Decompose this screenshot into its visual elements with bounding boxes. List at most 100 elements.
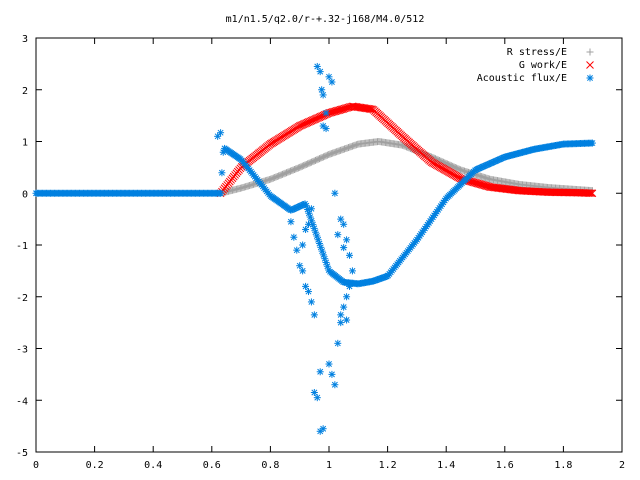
data-point [316,112,325,121]
data-point [310,311,318,319]
data-point [321,255,329,263]
data-point [314,113,323,122]
data-point [588,139,596,147]
data-point [318,112,326,120]
data-point [346,282,354,290]
series-layer [32,62,597,435]
data-point [325,360,333,368]
y-tick-label: -1 [16,241,28,252]
x-tick-label: 0.8 [261,460,279,471]
data-point [587,189,595,198]
data-point [304,220,312,228]
data-point [301,119,309,128]
data-point [319,91,327,99]
data-point [298,120,307,129]
data-point [340,303,348,311]
data-point [346,251,354,259]
data-point [322,125,330,133]
data-point [337,311,345,319]
y-tick-label: -2 [16,293,28,304]
legend-label: G work/E [519,60,567,71]
data-point [309,116,317,125]
data-point [322,109,330,117]
data-point [302,282,310,290]
data-point [348,267,356,275]
x-tick-label: 0.4 [144,460,162,471]
data-point [217,129,225,137]
series-2 [32,62,596,435]
data-point [340,244,348,252]
data-point [337,215,345,223]
data-point [343,293,351,301]
data-point [585,189,594,198]
data-point [303,118,312,127]
data-point [218,169,226,177]
data-point [343,236,351,244]
data-point [340,220,348,228]
data-point [302,225,310,233]
data-point [337,319,345,327]
data-point [304,288,312,296]
data-point [293,246,301,254]
x-tick-label: 2 [619,460,625,471]
legend-marker [586,48,594,56]
x-tick-label: 1.4 [437,460,455,471]
data-point [313,62,321,70]
data-point [302,119,311,127]
x-tick-label: 0.6 [203,460,221,471]
legend-marker [586,61,594,69]
x-tick-label: 0 [33,460,39,471]
data-point [305,118,313,126]
data-point [299,120,308,129]
data-point [217,189,225,197]
data-point [296,262,304,270]
x-tick-label: 1 [326,460,332,471]
y-tick-label: 2 [22,86,28,97]
data-point [299,241,307,249]
x-tick-label: 1.2 [379,460,397,471]
data-point [319,425,327,433]
data-point [328,370,336,378]
data-point [311,115,320,123]
x-tick-label: 1.8 [554,460,572,471]
data-point [313,394,321,402]
plot-frame [35,37,623,453]
data-point [299,267,307,275]
data-point [307,205,315,213]
data-point [315,113,324,122]
data-point [297,121,305,130]
data-point [367,105,375,113]
data-point [295,122,304,130]
y-tick-label: 0 [22,189,28,200]
x-tick-label: 0.2 [86,460,104,471]
data-point [325,73,333,81]
data-point [312,114,321,123]
data-point [318,86,326,94]
data-point [588,189,597,198]
legend-label: Acoustic flux/E [477,73,567,84]
y-tick-label: -3 [16,345,28,356]
data-point [287,218,295,226]
data-point [343,316,351,324]
x-tick-label: 1.6 [496,460,514,471]
y-tick-label: -5 [16,448,28,459]
axis-ticks: 0 0.2 0.4 0.6 0.8 1 1.2 1.4 1.6 1.8 2 3 2 1 0 -1 -2 -3 -4 -… [16,34,625,471]
legend-marker [586,74,594,82]
data-point [331,189,339,197]
data-point [307,116,316,125]
legend: R stress/E G work/E Acoustic flux/E [477,47,594,84]
data-point [310,115,319,124]
data-point [290,233,298,241]
data-point [334,231,342,239]
y-tick-label: 3 [22,34,28,45]
data-point [315,240,323,248]
legend-label: R stress/E [507,47,567,58]
data-point [334,339,342,347]
y-tick-label: -4 [16,396,28,407]
y-tick-label: 1 [22,138,28,149]
data-point [307,298,315,306]
data-point [328,78,336,86]
data-point [316,68,324,76]
chart-title: m1/n1.5/q2.0/r-+.32-j168/M4.0/512 [226,14,425,25]
